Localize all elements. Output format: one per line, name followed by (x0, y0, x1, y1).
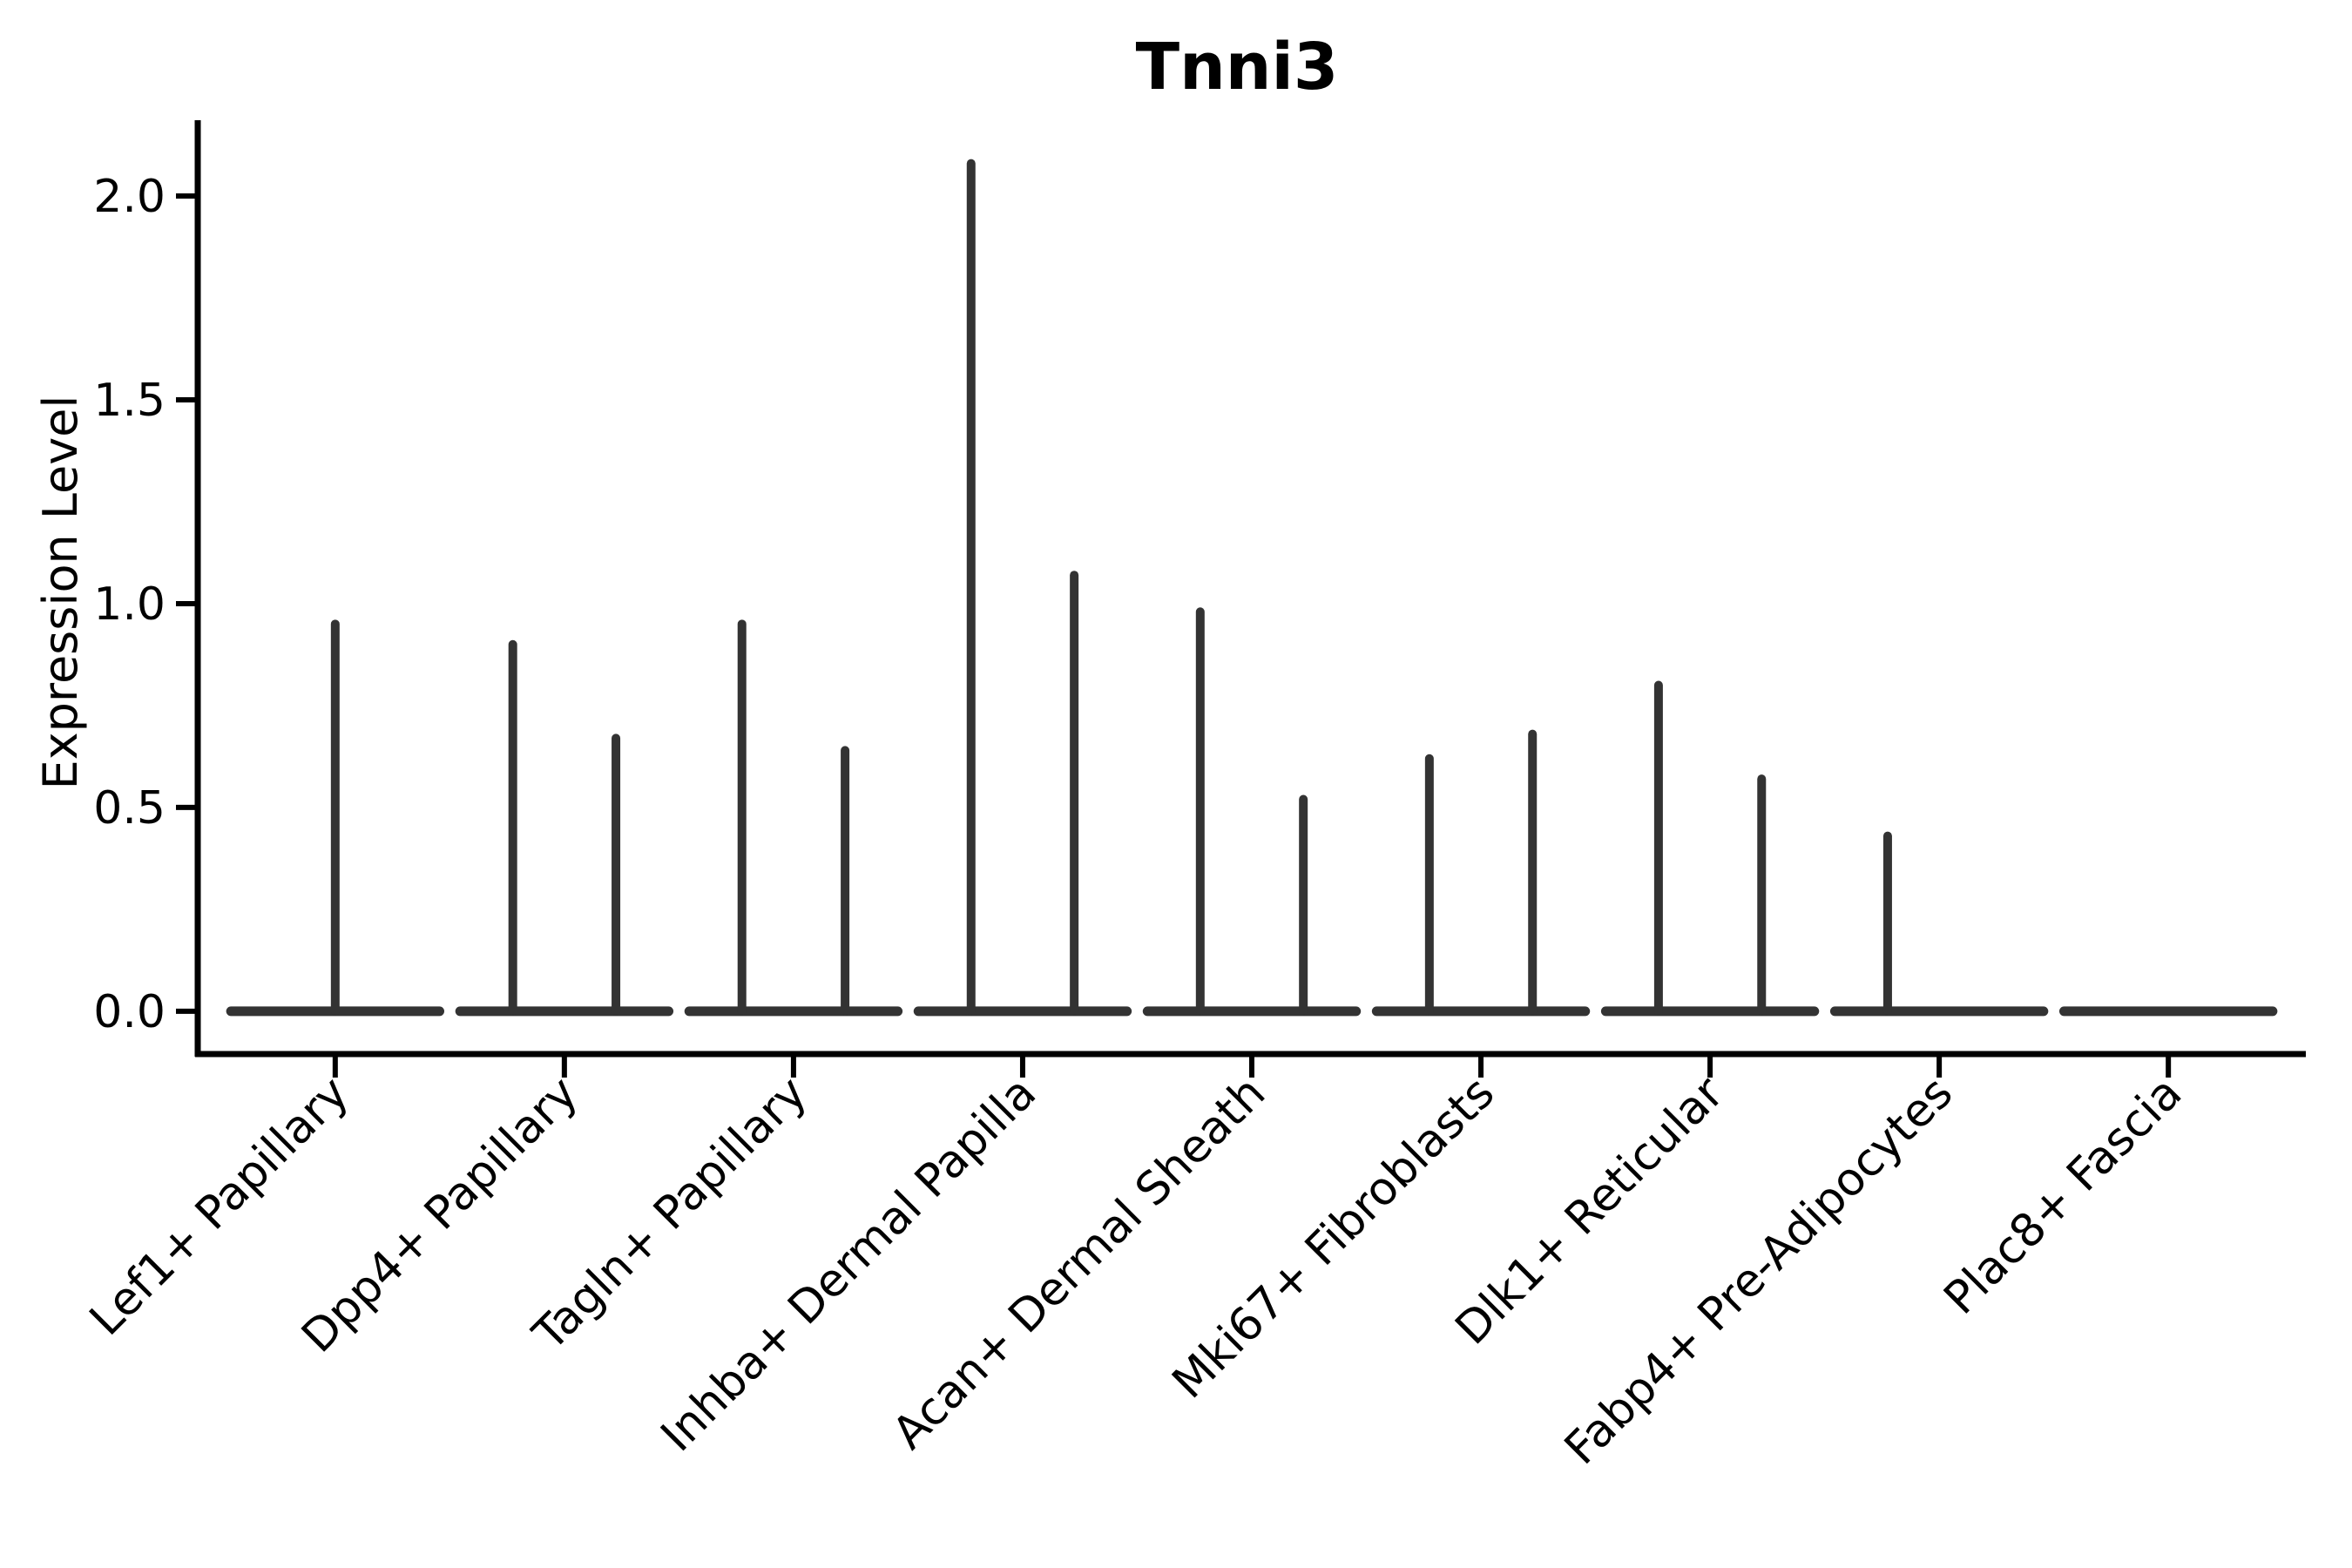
y-tick-label: 2.0 (93, 171, 166, 223)
x-tick-label: Plac8+ Fascia (1934, 1067, 2192, 1325)
y-tick-label: 0.5 (93, 782, 166, 835)
y-axis-label: Expression Level (33, 395, 88, 790)
y-tick-label: 0.0 (93, 986, 166, 1038)
y-tick-label: 1.5 (93, 375, 166, 427)
x-tick-label: Acan+ Dermal Sheath (883, 1067, 1276, 1460)
chart-title: Tnni3 (1136, 30, 1339, 105)
y-tick-label: 1.0 (93, 578, 166, 631)
x-tick-label: Fabp4+ Pre-Adipocytes (1555, 1067, 1963, 1475)
x-tick-label: Inhba+ Dermal Papilla (652, 1067, 1046, 1462)
